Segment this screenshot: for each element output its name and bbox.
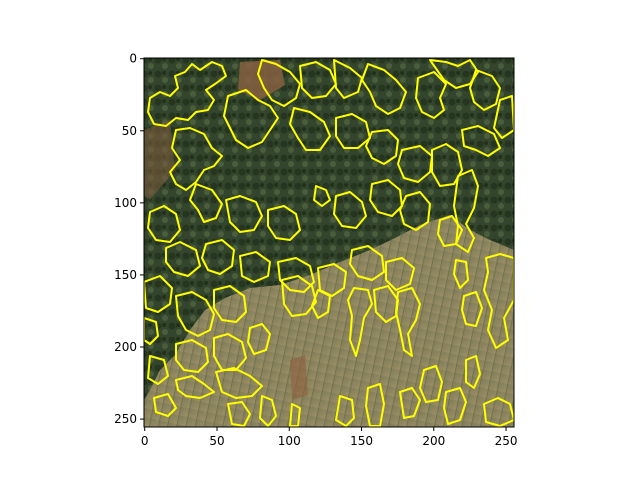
x-tick-label: 250 — [495, 434, 518, 448]
y-tick-label: 50 — [122, 124, 137, 138]
satellite-image — [144, 58, 514, 427]
y-tick-label: 200 — [114, 340, 137, 354]
x-tick-label: 200 — [422, 434, 445, 448]
y-tick-label: 150 — [114, 268, 137, 282]
y-tick-label: 100 — [114, 196, 137, 210]
x-tick-label: 100 — [278, 434, 301, 448]
y-tick-label: 250 — [114, 412, 137, 426]
x-tick-label: 50 — [209, 434, 224, 448]
soil-patch — [144, 120, 175, 200]
y-axis: 0 50 100 150 200 250 — [114, 52, 144, 426]
axes-frame — [143, 57, 515, 428]
y-tick-label: 0 — [129, 52, 137, 66]
soil-patch — [290, 355, 308, 400]
x-tick-label: 150 — [350, 434, 373, 448]
x-axis: 0 50 100 150 200 250 — [141, 427, 518, 448]
x-tick-label: 0 — [141, 434, 149, 448]
forest-region — [144, 58, 514, 400]
segmentation-contours — [144, 59, 514, 427]
